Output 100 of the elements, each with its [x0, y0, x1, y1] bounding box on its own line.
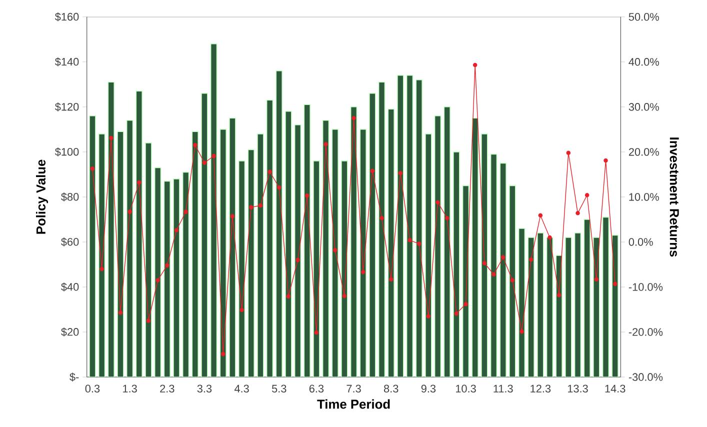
bar	[444, 106, 450, 378]
x-tick-label: 5.3	[272, 384, 286, 393]
bar	[378, 82, 386, 378]
bar	[154, 167, 162, 378]
bar	[266, 100, 274, 378]
bar	[126, 120, 134, 378]
point	[380, 216, 384, 220]
point	[566, 150, 571, 156]
bar	[509, 185, 516, 378]
point	[100, 267, 104, 272]
point	[268, 170, 272, 174]
bar	[182, 172, 190, 378]
y-tick-label: $20	[61, 328, 79, 337]
y2-axis-title: Investment Returns	[670, 138, 679, 257]
bar	[612, 234, 618, 378]
point	[360, 270, 366, 274]
bar	[350, 106, 358, 378]
point	[240, 308, 244, 312]
bar	[397, 75, 404, 378]
bar	[360, 129, 366, 378]
point	[314, 330, 319, 335]
x-tick-label: 1.3	[123, 384, 137, 393]
point	[118, 310, 123, 315]
bar	[556, 255, 562, 378]
point	[584, 193, 590, 198]
bar	[332, 129, 338, 378]
x-tick-label: 3.3	[197, 384, 212, 393]
bar	[117, 131, 124, 378]
bar	[229, 118, 236, 378]
bar	[108, 82, 115, 378]
bar	[528, 237, 534, 378]
point	[184, 210, 188, 214]
bar	[210, 44, 218, 378]
point	[500, 255, 506, 260]
point	[472, 63, 478, 68]
bar	[453, 152, 460, 378]
x-axis-title: Time Period	[317, 399, 390, 409]
y2-tick-label: 50.0%	[628, 13, 659, 21]
point	[332, 248, 338, 252]
y2-tick-label: 20.0%	[628, 148, 659, 156]
bar	[369, 93, 376, 378]
point	[258, 204, 263, 208]
x-tick-label: 11.3	[494, 384, 513, 393]
point	[548, 236, 552, 240]
bar	[574, 232, 582, 378]
point	[444, 216, 450, 220]
bar	[341, 160, 348, 378]
bar	[313, 160, 320, 378]
y-tick-label: $80	[61, 192, 79, 202]
bar	[220, 129, 227, 378]
bar	[136, 90, 143, 378]
point	[482, 261, 487, 266]
point	[408, 238, 412, 242]
point	[324, 142, 328, 147]
bar	[481, 134, 488, 378]
x-tick-label: 0.3	[85, 384, 100, 393]
bar	[434, 116, 442, 378]
point	[90, 166, 95, 171]
point	[128, 210, 132, 214]
point	[296, 258, 300, 262]
point	[556, 293, 562, 298]
point	[276, 186, 282, 190]
point	[212, 154, 216, 158]
bar	[145, 142, 152, 378]
point	[416, 242, 422, 246]
bar	[388, 108, 394, 378]
y-tick-label: $60	[61, 238, 79, 247]
y-tick-label: $120	[54, 102, 79, 112]
point	[220, 352, 226, 356]
bar	[425, 134, 432, 378]
bar	[201, 93, 208, 378]
point	[538, 213, 543, 218]
point	[454, 312, 459, 316]
x-tick-label: 9.3	[421, 384, 436, 393]
point	[304, 194, 310, 198]
y2-tick-label: 40.0%	[628, 58, 659, 66]
x-tick-label: 7.3	[346, 384, 361, 393]
point	[165, 263, 170, 268]
bar	[248, 149, 255, 378]
bar	[518, 228, 526, 378]
point	[174, 228, 179, 233]
bar	[416, 80, 422, 378]
x-tick-label: 13.3	[568, 384, 588, 393]
y2-tick-label: -10.0%	[628, 283, 663, 292]
point	[612, 282, 618, 286]
y-tick-label: $100	[54, 148, 79, 157]
point	[137, 180, 142, 185]
point	[230, 214, 235, 219]
y2-tick-label: 30.0%	[628, 103, 659, 111]
bar	[602, 216, 610, 378]
bar	[173, 178, 180, 378]
x-tick-label: 6.3	[309, 384, 324, 393]
bar	[276, 70, 282, 378]
bar	[294, 124, 302, 378]
bar	[192, 131, 199, 378]
point	[202, 160, 207, 166]
point	[398, 171, 403, 176]
point	[146, 318, 151, 324]
point	[520, 330, 524, 334]
point	[436, 200, 440, 205]
